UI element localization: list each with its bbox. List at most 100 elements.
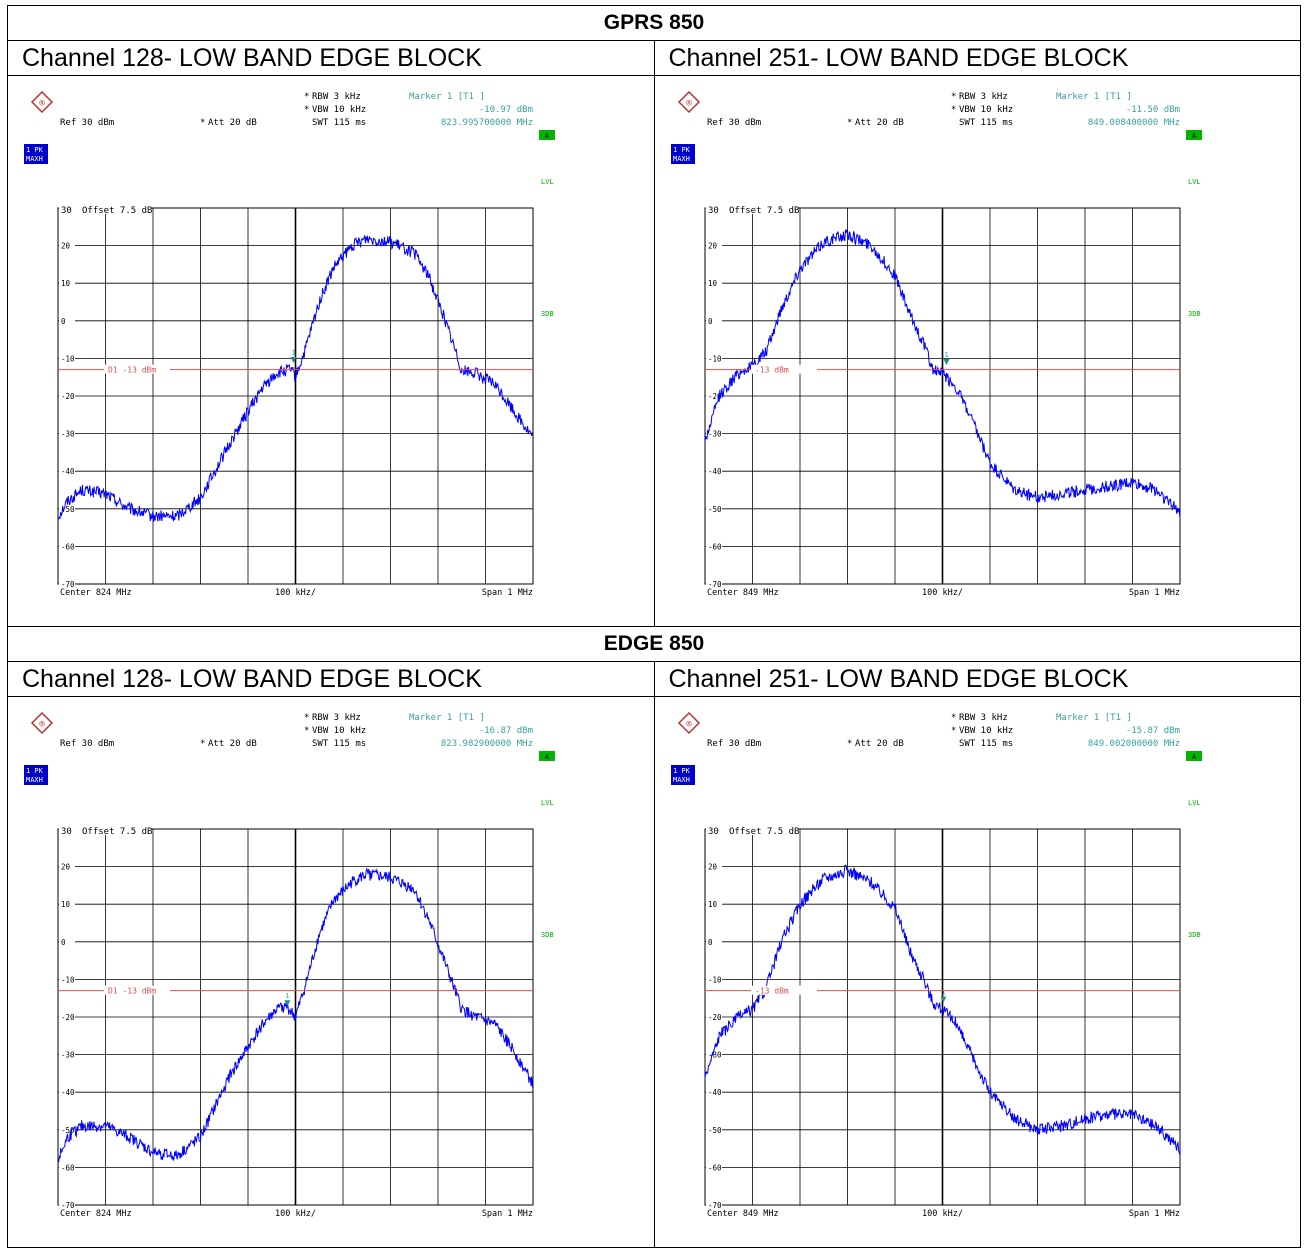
rbw-label: RBW 3 kHz bbox=[312, 713, 361, 723]
channel-title: Channel 128- LOW BAND EDGE BLOCK bbox=[7, 40, 655, 76]
status-3db-label: 3DB bbox=[1188, 931, 1201, 939]
y-tick-label: -10 bbox=[708, 354, 722, 363]
y-tick-label: -70 bbox=[61, 1201, 75, 1210]
rbw-star: * bbox=[951, 92, 956, 102]
y-tick-label: -40 bbox=[61, 467, 75, 476]
channel-title: Channel 251- LOW BAND EDGE BLOCK bbox=[653, 661, 1301, 697]
y-tick-label: -20 bbox=[708, 1013, 722, 1022]
marker-level: -16.87 dBm bbox=[479, 726, 533, 736]
marker-level: -15.87 dBm bbox=[1125, 726, 1179, 736]
att-star: * bbox=[847, 739, 852, 749]
offset-label-bg bbox=[705, 204, 798, 214]
status-lvl-label: LVL bbox=[1188, 178, 1201, 186]
marker-frequency: 823.995700000 MHz bbox=[441, 118, 533, 128]
vbw-star: * bbox=[304, 726, 309, 736]
tick-label-bg bbox=[59, 579, 75, 588]
y-tick-label: 10 bbox=[61, 279, 71, 288]
limit-label: -13 dBm bbox=[755, 987, 789, 996]
trace-badge bbox=[24, 765, 48, 785]
marker-frequency: 823.982900000 MHz bbox=[441, 739, 533, 749]
rbw-star: * bbox=[304, 92, 309, 102]
tick-label-bg bbox=[705, 541, 722, 551]
svg-text:®: ® bbox=[686, 99, 692, 109]
channel-title: Channel 251- LOW BAND EDGE BLOCK bbox=[653, 40, 1301, 76]
rbw-star: * bbox=[304, 713, 309, 723]
center-frequency: Center 849 MHz bbox=[707, 588, 779, 598]
y-tick-label: -60 bbox=[708, 1163, 722, 1172]
y-tick-label: -30 bbox=[61, 430, 75, 439]
limit-label: -13 dBm bbox=[755, 366, 789, 375]
status-3db-label: 3DB bbox=[541, 310, 554, 318]
tick-label-bg bbox=[705, 1124, 722, 1134]
rbw-star: * bbox=[951, 713, 956, 723]
rs-logo-icon: ® bbox=[30, 90, 54, 114]
marker-label: Marker 1 [T1 ] bbox=[409, 713, 485, 723]
y-tick-label: 0 bbox=[708, 938, 713, 947]
y-tick-label: -40 bbox=[61, 1088, 75, 1097]
offset-label: Offset 7.5 dB bbox=[729, 827, 799, 837]
rbw-label: RBW 3 kHz bbox=[312, 92, 361, 102]
marker-triangle-icon bbox=[942, 359, 949, 366]
y-tick-label: 10 bbox=[61, 900, 71, 909]
y-tick-label: 0 bbox=[61, 317, 66, 326]
spectrum-trace bbox=[704, 229, 1180, 519]
status-3db-label: 3DB bbox=[541, 931, 554, 939]
limit-label-bg bbox=[104, 985, 170, 995]
center-frequency: Center 824 MHz bbox=[60, 588, 132, 598]
swt-label: SWT 115 ms bbox=[312, 739, 366, 749]
tick-label-bg bbox=[59, 428, 75, 438]
span-label: Span 1 MHz bbox=[482, 1209, 533, 1219]
marker-label: Marker 1 [T1 ] bbox=[1056, 92, 1132, 102]
tick-label-bg bbox=[59, 974, 75, 984]
tick-label-bg bbox=[705, 861, 722, 871]
status-a-badge bbox=[539, 130, 555, 140]
marker-frequency: 849.002000000 MHz bbox=[1087, 739, 1179, 749]
y-tick-label: -60 bbox=[61, 1163, 75, 1172]
limit-label: D1 -13 dBm bbox=[108, 987, 156, 996]
marker-label: Marker 1 [T1 ] bbox=[409, 92, 485, 102]
y-tick-label: 20 bbox=[708, 863, 718, 872]
marker-level: -11.50 dBm bbox=[1125, 105, 1179, 115]
section-title: GPRS 850 bbox=[7, 5, 1301, 41]
swt-label: SWT 115 ms bbox=[959, 118, 1013, 128]
y-tick-label: 10 bbox=[708, 279, 718, 288]
trace-label: 1 PK bbox=[673, 767, 691, 775]
rbw-label: RBW 3 kHz bbox=[959, 92, 1008, 102]
limit-label: D1 -13 dBm bbox=[108, 366, 156, 375]
tick-label-bg bbox=[59, 240, 75, 250]
offset-label: Offset 7.5 dB bbox=[729, 206, 799, 216]
ref-label: Ref 30 dBm bbox=[60, 118, 114, 128]
tick-label-bg bbox=[705, 278, 722, 288]
tick-label-bg bbox=[59, 503, 75, 513]
marker-triangle-icon bbox=[290, 357, 297, 364]
status-3db-label: 3DB bbox=[1188, 310, 1201, 318]
offset-label-bg bbox=[59, 204, 151, 214]
att-label: Att 20 dB bbox=[855, 739, 904, 749]
span-label: Span 1 MHz bbox=[482, 588, 533, 598]
trace-mode: MAXH bbox=[26, 155, 43, 163]
ref-offset-top: 30 bbox=[61, 206, 72, 216]
tick-label-bg bbox=[705, 315, 722, 325]
marker-triangle-icon bbox=[939, 996, 946, 1003]
tick-label-bg bbox=[59, 278, 75, 288]
tick-label-bg bbox=[59, 861, 75, 871]
tick-label-bg bbox=[705, 240, 722, 250]
marker-label: Marker 1 [T1 ] bbox=[1056, 713, 1132, 723]
span-label: Span 1 MHz bbox=[1128, 1209, 1179, 1219]
svg-text:®: ® bbox=[39, 99, 45, 109]
status-a-badge bbox=[539, 751, 555, 761]
ref-label: Ref 30 dBm bbox=[60, 739, 114, 749]
y-tick-label: -50 bbox=[708, 1126, 722, 1135]
vbw-star: * bbox=[951, 726, 956, 736]
y-tick-label: -50 bbox=[61, 1126, 75, 1135]
rs-logo-icon: ® bbox=[677, 90, 700, 114]
spectrum-trace bbox=[57, 235, 534, 522]
vbw-label: VBW 10 kHz bbox=[312, 726, 366, 736]
tick-label-bg bbox=[705, 936, 722, 946]
status-a-label: A bbox=[545, 753, 550, 761]
y-tick-label: -70 bbox=[708, 580, 722, 589]
rbw-label: RBW 3 kHz bbox=[959, 713, 1008, 723]
tick-label-bg bbox=[59, 899, 75, 909]
offset-label-bg bbox=[705, 825, 798, 835]
